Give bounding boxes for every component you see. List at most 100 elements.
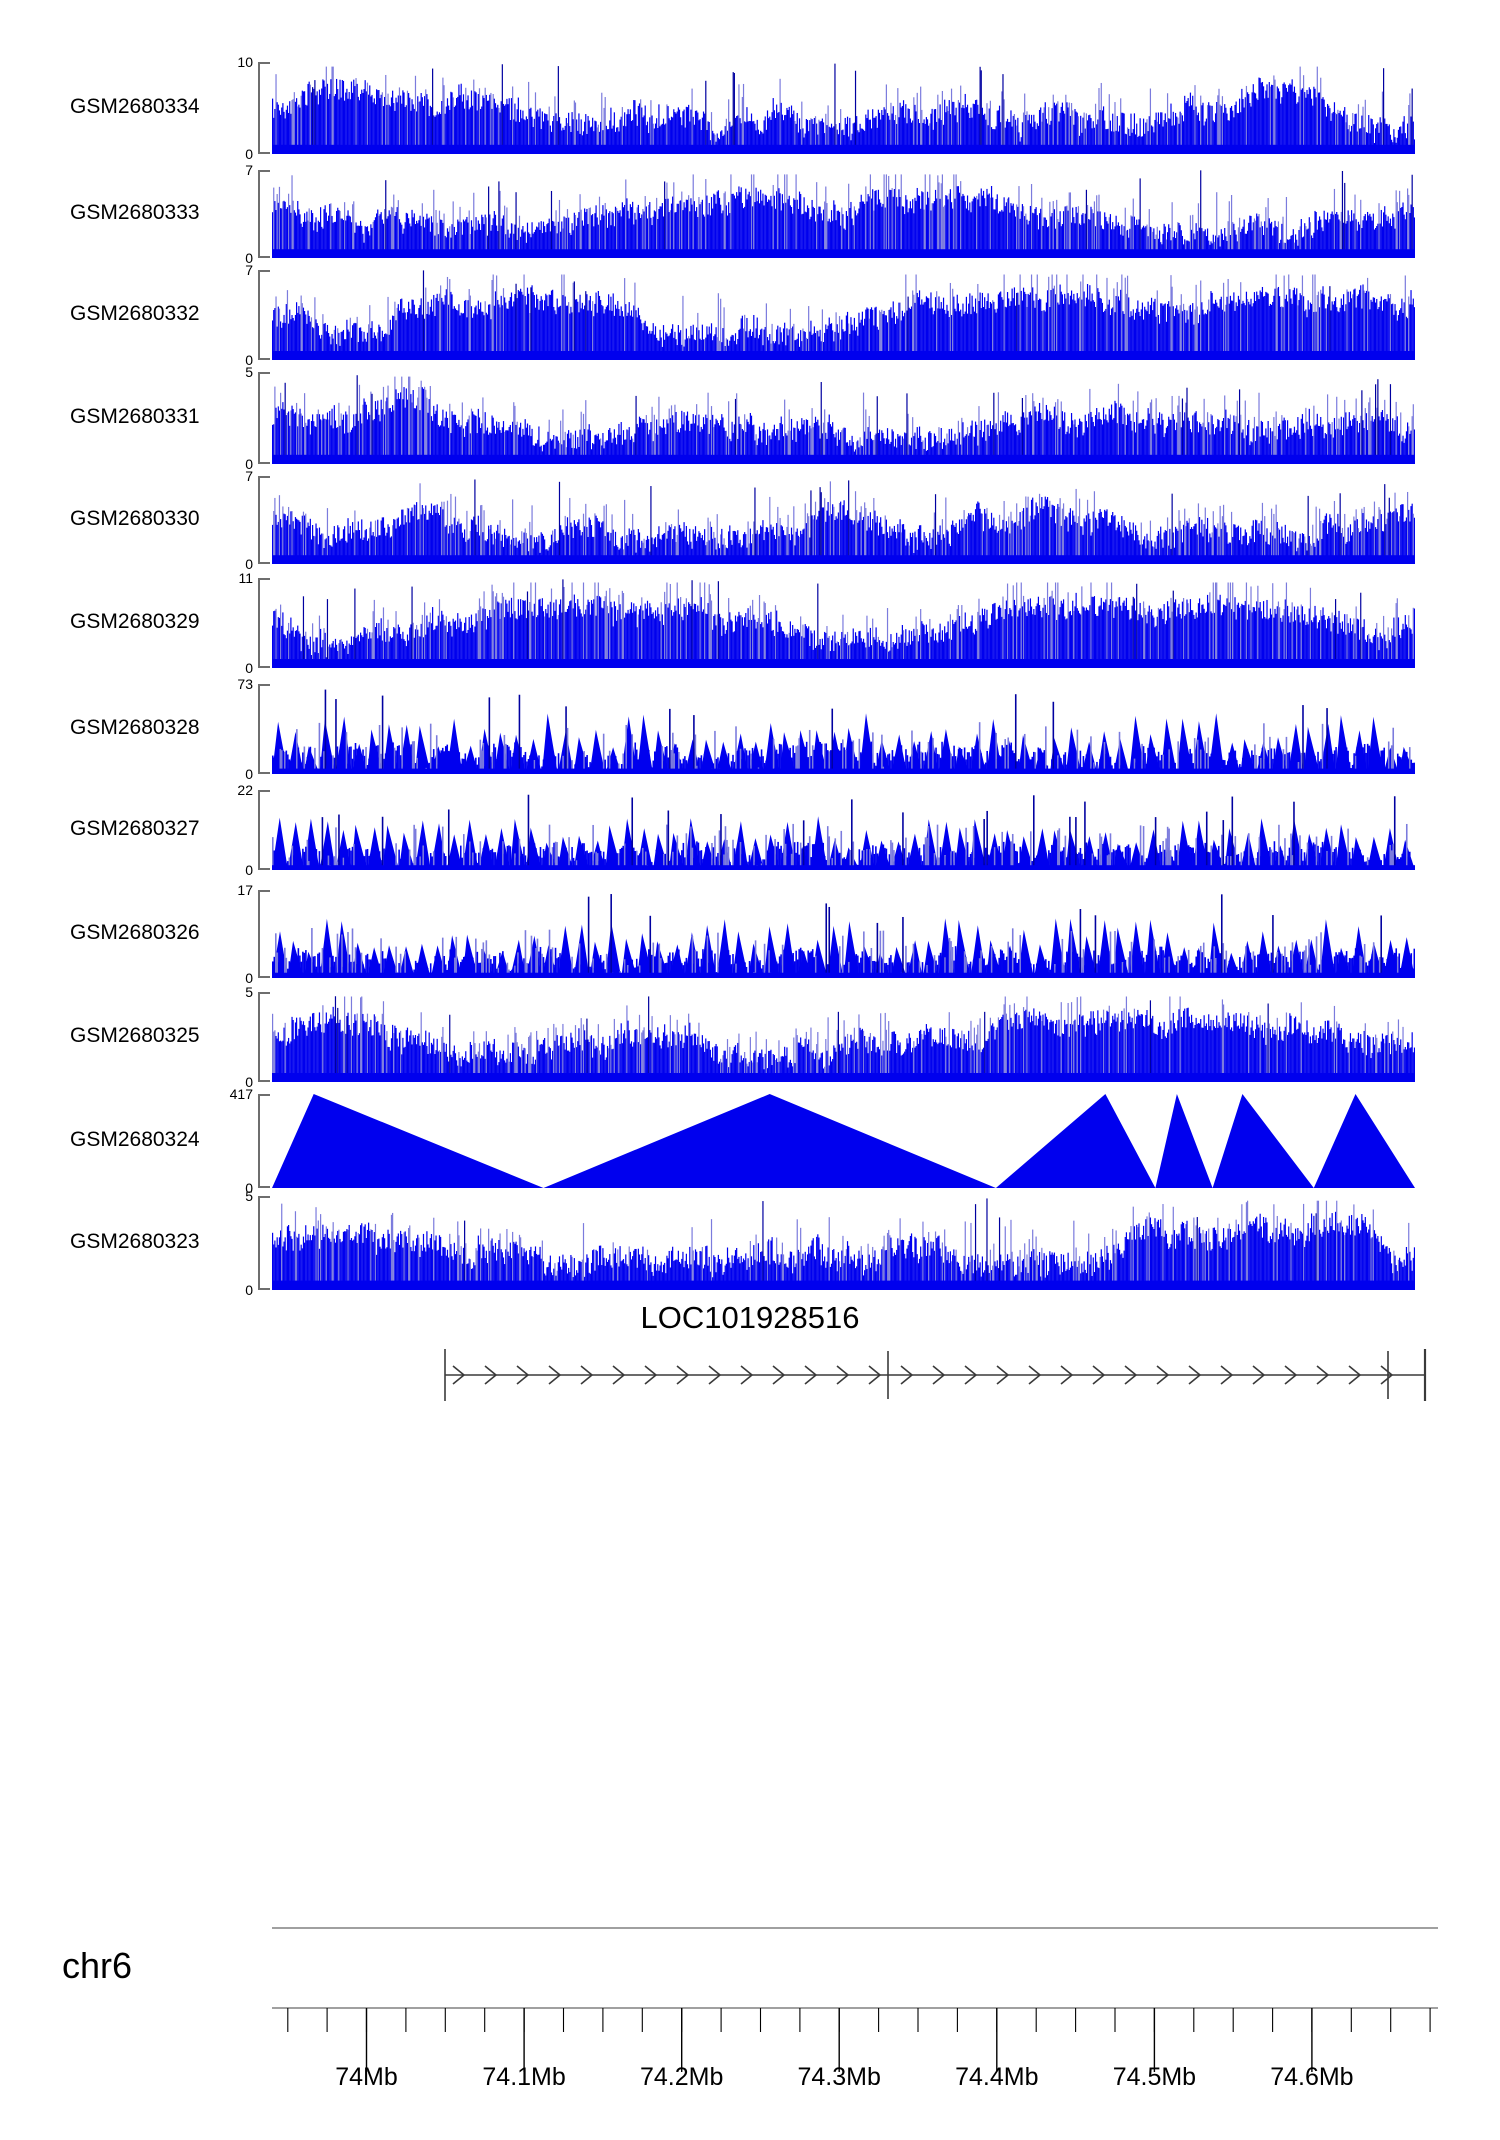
track-label-gsm2680327: GSM2680327 xyxy=(70,817,200,840)
y-axis-line xyxy=(258,790,260,870)
y-axis-min-label: 0 xyxy=(245,250,253,266)
track-label-gsm2680324: GSM2680324 xyxy=(70,1128,200,1151)
y-axis-tick-max xyxy=(258,170,270,172)
coverage-plot-gsm2680325[interactable] xyxy=(272,992,1415,1082)
y-axis-min-label: 0 xyxy=(245,456,253,472)
y-axis-tick-max xyxy=(258,270,270,272)
y-axis-max-label: 7 xyxy=(245,262,253,278)
y-axis-tick-max xyxy=(258,62,270,64)
coverage-track: GSM2680328 73 0 xyxy=(0,654,1500,784)
coverage-track: GSM2680334 10 0 xyxy=(0,32,1500,164)
track-label-gsm2680323: GSM2680323 xyxy=(70,1230,200,1253)
y-axis-min-label: 0 xyxy=(245,766,253,782)
y-axis-line xyxy=(258,1094,260,1188)
coverage-track: GSM2680329 11 0 xyxy=(0,548,1500,678)
track-label-gsm2680331: GSM2680331 xyxy=(70,405,200,428)
y-axis-min-label: 0 xyxy=(245,1180,253,1196)
coverage-plot-gsm2680331[interactable] xyxy=(272,372,1415,464)
y-axis-line xyxy=(258,1196,260,1290)
coverage-track: GSM2680326 17 0 xyxy=(0,860,1500,988)
coverage-plot-gsm2680332[interactable] xyxy=(272,270,1415,360)
coverage-track: GSM2680327 22 0 xyxy=(0,760,1500,880)
y-axis-tick-max xyxy=(258,890,270,892)
coverage-plot-gsm2680329[interactable] xyxy=(272,578,1415,668)
y-axis-max-label: 11 xyxy=(238,570,253,586)
y-axis-line xyxy=(258,372,260,464)
y-axis-line xyxy=(258,476,260,564)
track-label-gsm2680332: GSM2680332 xyxy=(70,302,200,325)
y-axis-line xyxy=(258,270,260,360)
y-axis-tick-min xyxy=(258,868,270,870)
y-axis-line xyxy=(258,62,260,154)
y-axis-tick-max xyxy=(258,578,270,580)
coverage-plot-gsm2680323[interactable] xyxy=(272,1196,1415,1290)
y-axis-max-label: 7 xyxy=(245,162,253,178)
y-axis-max-label: 5 xyxy=(245,984,253,1000)
y-axis-min-label: 0 xyxy=(245,660,253,676)
y-axis-max-label: 22 xyxy=(237,782,253,798)
y-axis-tick-min xyxy=(258,1288,270,1290)
y-axis-min-label: 0 xyxy=(245,146,253,162)
y-axis-tick-min xyxy=(258,152,270,154)
y-axis-min-label: 0 xyxy=(245,1074,253,1090)
track-label-gsm2680328: GSM2680328 xyxy=(70,716,200,739)
coverage-plot-gsm2680334[interactable] xyxy=(272,62,1415,154)
y-axis-min-label: 0 xyxy=(245,1282,253,1298)
y-axis-tick-min xyxy=(258,666,270,668)
track-label-gsm2680326: GSM2680326 xyxy=(70,921,200,944)
y-axis-max-label: 10 xyxy=(237,54,253,70)
y-axis-max-label: 73 xyxy=(237,676,253,692)
y-axis-tick-max xyxy=(258,684,270,686)
y-axis-tick-max xyxy=(258,1196,270,1198)
coverage-plot-gsm2680330[interactable] xyxy=(272,476,1415,564)
y-axis-min-label: 0 xyxy=(245,352,253,368)
coverage-track: GSM2680332 7 0 xyxy=(0,240,1500,370)
coverage-plot-gsm2680328[interactable] xyxy=(272,684,1415,774)
y-axis-line xyxy=(258,992,260,1082)
track-label-gsm2680330: GSM2680330 xyxy=(70,507,200,530)
chromosome-ruler[interactable]: 74Mb 74.1Mb 74.2Mb 74.3Mb 74.4Mb 74.5Mb 74.6Mb xyxy=(0,1910,1500,2130)
coverage-track: GSM2680333 7 0 xyxy=(0,140,1500,268)
y-axis-tick-min xyxy=(258,1186,270,1188)
track-label-gsm2680334: GSM2680334 xyxy=(70,95,200,118)
y-axis-tick-min xyxy=(258,772,270,774)
gene-model-track[interactable] xyxy=(0,1340,1500,1410)
y-axis-line xyxy=(258,890,260,978)
coverage-plot-gsm2680333[interactable] xyxy=(272,170,1415,258)
y-axis-max-label: 417 xyxy=(229,1086,253,1102)
y-axis-max-label: 5 xyxy=(245,364,253,380)
y-axis-tick-max xyxy=(258,992,270,994)
y-axis-line xyxy=(258,684,260,774)
y-axis-tick-min xyxy=(258,976,270,978)
coverage-plot-gsm2680326[interactable] xyxy=(272,890,1415,978)
y-axis-min-label: 0 xyxy=(245,556,253,572)
y-axis-tick-min xyxy=(258,358,270,360)
coverage-track: GSM2680323 5 0 xyxy=(0,1166,1500,1300)
y-axis-tick-min xyxy=(258,1080,270,1082)
track-label-gsm2680329: GSM2680329 xyxy=(70,610,200,633)
coverage-track: GSM2680330 7 0 xyxy=(0,446,1500,574)
y-axis-min-label: 0 xyxy=(245,862,253,878)
track-label-gsm2680333: GSM2680333 xyxy=(70,201,200,224)
y-axis-line xyxy=(258,578,260,668)
y-axis-tick-min xyxy=(258,256,270,258)
coverage-plot-gsm2680324[interactable] xyxy=(272,1094,1415,1188)
coverage-track: GSM2680325 5 0 xyxy=(0,962,1500,1092)
y-axis-max-label: 17 xyxy=(237,882,253,898)
y-axis-tick-max xyxy=(258,790,270,792)
chromosome-label: chr6 xyxy=(62,1945,133,1986)
y-axis-line xyxy=(258,170,260,258)
y-axis-tick-min xyxy=(258,462,270,464)
y-axis-tick-max xyxy=(258,1094,270,1096)
gene-name-label: LOC101928516 xyxy=(640,1300,860,1335)
track-label-gsm2680325: GSM2680325 xyxy=(70,1024,200,1047)
y-axis-tick-max xyxy=(258,476,270,478)
y-axis-max-label: 5 xyxy=(245,1188,253,1204)
coverage-track: GSM2680324 417 0 xyxy=(0,1064,1500,1198)
coverage-track: GSM2680331 5 0 xyxy=(0,342,1500,474)
y-axis-tick-min xyxy=(258,562,270,564)
y-axis-tick-max xyxy=(258,372,270,374)
coverage-plot-gsm2680327[interactable] xyxy=(272,790,1415,870)
y-axis-max-label: 7 xyxy=(245,468,253,484)
